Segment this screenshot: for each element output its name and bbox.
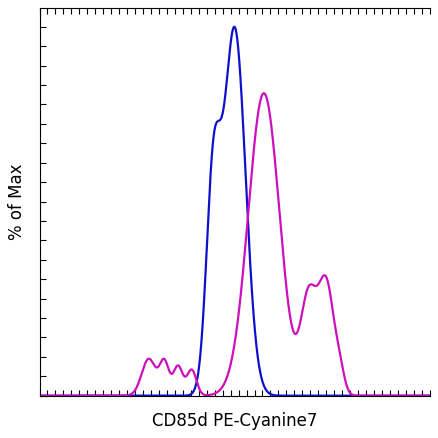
Y-axis label: % of Max: % of Max <box>8 164 26 240</box>
X-axis label: CD85d PE-Cyanine7: CD85d PE-Cyanine7 <box>152 412 317 430</box>
